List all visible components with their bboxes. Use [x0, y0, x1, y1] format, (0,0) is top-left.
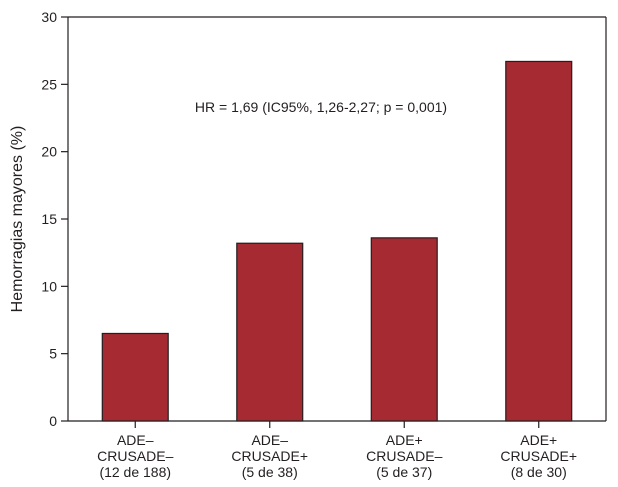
y-tick-label: 20 [41, 144, 57, 160]
x-category-label: ADE+ [520, 432, 557, 448]
bar [505, 60, 573, 422]
y-tick-label: 0 [49, 413, 57, 429]
x-category-label: ADE+ [386, 432, 423, 448]
hr-annotation: HR = 1,69 (IC95%, 1,26-2,27; p = 0,001) [195, 99, 447, 115]
y-tick-label: 30 [41, 9, 57, 25]
bars-group [101, 60, 573, 422]
x-category-label: CRUSADE– [366, 448, 442, 464]
x-category-label: CRUSADE– [97, 448, 173, 464]
x-category-label: ADE– [251, 432, 288, 448]
y-axis-title: Hemorragias mayores (%) [9, 126, 26, 313]
x-category-label: CRUSADE+ [500, 448, 577, 464]
y-tick-label: 10 [41, 278, 57, 294]
x-category-label: (5 de 38) [242, 464, 298, 480]
x-category-label: (12 de 188) [99, 464, 171, 480]
x-category-label: (8 de 30) [511, 464, 567, 480]
x-category-label: (5 de 37) [376, 464, 432, 480]
y-tick-label: 5 [49, 346, 57, 362]
bar [370, 237, 438, 422]
x-category-label: ADE– [117, 432, 154, 448]
y-tick-label: 15 [41, 211, 57, 227]
y-tick-label: 25 [41, 76, 57, 92]
x-category-label: CRUSADE+ [231, 448, 308, 464]
bar [101, 332, 169, 422]
bar [236, 242, 304, 422]
